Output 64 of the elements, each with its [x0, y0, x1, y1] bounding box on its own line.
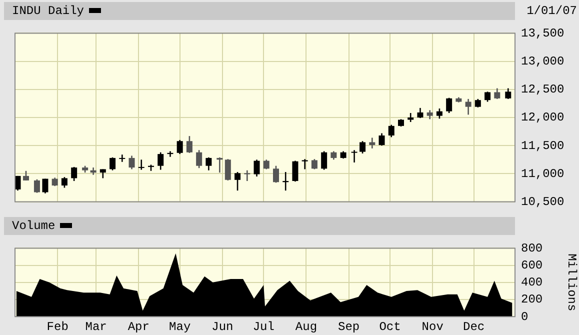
y-tick-label: 800	[521, 241, 543, 256]
candlestick	[446, 97, 452, 114]
candlestick	[71, 166, 78, 182]
candlestick	[61, 176, 68, 188]
y-tick-label: 11,000	[521, 166, 564, 181]
y-tick-label: 12,000	[521, 110, 564, 125]
candlestick	[465, 98, 472, 116]
candlestick	[158, 152, 164, 170]
candlestick	[110, 156, 116, 171]
x-tick-label: Oct	[379, 320, 401, 334]
x-tick-label: May	[169, 320, 191, 334]
candlestick	[417, 107, 424, 119]
candlestick	[128, 155, 135, 170]
candlestick	[22, 170, 29, 182]
candlestick	[436, 108, 442, 120]
x-tick-label: Mar	[85, 320, 107, 334]
x-tick-label: Sep	[338, 320, 360, 334]
candlestick	[42, 178, 48, 194]
candlestick	[206, 156, 212, 171]
x-tick-label: Apr	[128, 320, 150, 334]
y-tick-label: 12,500	[521, 82, 564, 97]
candlestick	[244, 170, 250, 182]
y-tick-label: 200	[521, 292, 543, 307]
candlestick	[360, 140, 366, 154]
candlestick	[234, 171, 241, 192]
candlestick	[224, 158, 231, 182]
candlestick	[505, 88, 512, 100]
y-tick-label: 11,500	[521, 138, 564, 153]
x-tick-label: Aug	[295, 320, 318, 334]
y-tick-label: 400	[521, 276, 543, 290]
candlestick	[292, 160, 298, 182]
candlestick	[378, 132, 385, 146]
candlestick	[321, 150, 328, 170]
x-tick-label: Jun	[212, 320, 234, 334]
x-tick-label: Jul	[252, 320, 274, 334]
y-tick-label: 0	[521, 310, 528, 324]
y-tick-label: 600	[521, 258, 543, 272]
legend-label: INDU Daily	[12, 4, 84, 18]
candlestick	[138, 159, 144, 170]
candlestick	[34, 178, 40, 194]
candlestick	[369, 137, 376, 150]
y-axis-title: Millions	[564, 254, 579, 312]
y-tick-label: 13,500	[521, 26, 564, 40]
candlestick	[176, 139, 183, 155]
candlestick	[311, 158, 318, 170]
candlestick	[302, 158, 308, 170]
candlestick	[263, 159, 270, 170]
candlestick	[484, 91, 491, 102]
x-tick-label: Dec	[462, 320, 485, 334]
x-tick-label: Feb	[46, 320, 68, 334]
candlestick	[351, 149, 358, 164]
legend-label: Volume	[12, 219, 56, 233]
candlestick	[196, 149, 202, 169]
y-tick-label: 10,500	[521, 194, 564, 209]
candlestick	[494, 88, 500, 100]
candlestick	[254, 159, 260, 178]
candlestick	[272, 165, 279, 184]
candlestick	[216, 156, 223, 174]
candlestick	[119, 154, 126, 163]
y-tick-label: 13,000	[521, 54, 564, 68]
candlestick	[388, 124, 394, 138]
text: 1/01/07	[526, 3, 577, 20]
candlestick	[186, 135, 192, 154]
x-tick-label: Nov	[422, 320, 444, 334]
